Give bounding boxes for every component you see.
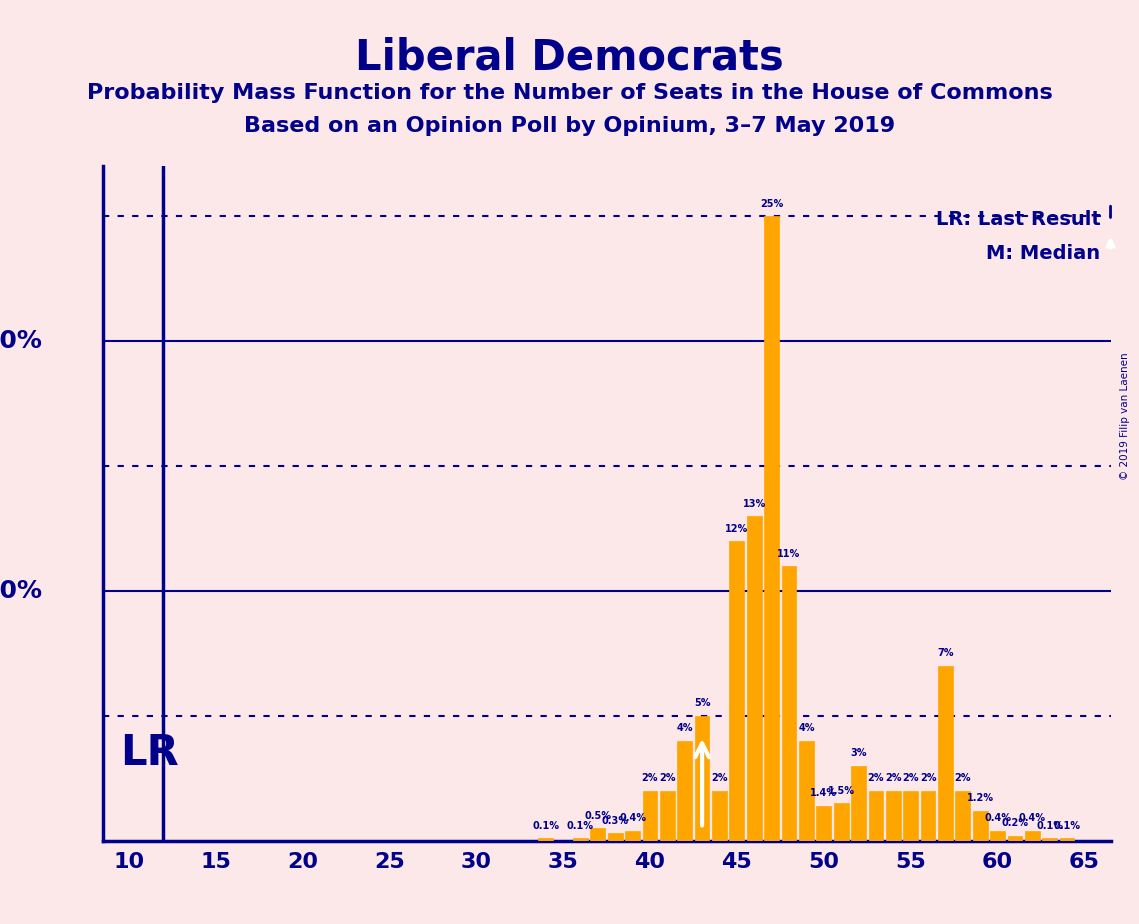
- Bar: [678, 741, 693, 841]
- Text: LR: Last Result: LR: Last Result: [936, 210, 1100, 229]
- Text: 2%: 2%: [659, 773, 675, 784]
- Bar: [956, 791, 970, 841]
- Text: 2%: 2%: [920, 773, 936, 784]
- Bar: [939, 666, 953, 841]
- Text: 0.4%: 0.4%: [1018, 813, 1046, 823]
- Text: 4%: 4%: [798, 723, 814, 734]
- Text: 0.5%: 0.5%: [584, 811, 612, 821]
- Text: M: Median: M: Median: [986, 244, 1100, 263]
- Text: 0.1%: 0.1%: [1036, 821, 1063, 831]
- Bar: [973, 811, 988, 841]
- Bar: [1059, 838, 1074, 841]
- Text: © 2019 Filip van Laenen: © 2019 Filip van Laenen: [1121, 352, 1130, 480]
- Text: 4%: 4%: [677, 723, 693, 734]
- Bar: [764, 216, 779, 841]
- Text: 10%: 10%: [0, 579, 42, 603]
- Bar: [642, 791, 657, 841]
- Bar: [1042, 838, 1057, 841]
- Bar: [869, 791, 883, 841]
- Bar: [817, 806, 831, 841]
- Bar: [659, 791, 674, 841]
- Text: 13%: 13%: [743, 499, 765, 508]
- Text: 2%: 2%: [641, 773, 658, 784]
- Bar: [712, 791, 727, 841]
- Text: 1.4%: 1.4%: [810, 788, 837, 798]
- Text: 2%: 2%: [885, 773, 902, 784]
- Text: 0.1%: 0.1%: [532, 821, 559, 831]
- Bar: [695, 716, 710, 841]
- Text: 1.2%: 1.2%: [967, 794, 993, 803]
- Text: 0.1%: 0.1%: [567, 821, 593, 831]
- Bar: [539, 838, 554, 841]
- Text: Liberal Democrats: Liberal Democrats: [355, 37, 784, 79]
- Text: 0.2%: 0.2%: [1001, 819, 1029, 828]
- Text: 0.1%: 0.1%: [1054, 821, 1081, 831]
- Bar: [1008, 836, 1023, 841]
- Text: 12%: 12%: [726, 524, 748, 533]
- Text: 2%: 2%: [711, 773, 728, 784]
- Bar: [798, 741, 813, 841]
- Bar: [747, 517, 762, 841]
- Bar: [886, 791, 901, 841]
- Text: 0.4%: 0.4%: [984, 813, 1011, 823]
- Bar: [590, 828, 605, 841]
- Text: LR: LR: [120, 733, 179, 774]
- Bar: [729, 541, 744, 841]
- Text: 1.5%: 1.5%: [828, 786, 854, 796]
- Bar: [903, 791, 918, 841]
- Text: 20%: 20%: [0, 329, 42, 353]
- Text: 11%: 11%: [778, 549, 801, 558]
- Text: 2%: 2%: [954, 773, 972, 784]
- Text: 0.3%: 0.3%: [601, 816, 629, 826]
- Bar: [781, 566, 796, 841]
- Text: 0.4%: 0.4%: [620, 813, 646, 823]
- Bar: [625, 831, 640, 841]
- Text: 3%: 3%: [851, 748, 867, 759]
- Bar: [608, 833, 623, 841]
- Text: 25%: 25%: [760, 199, 784, 209]
- Bar: [573, 838, 588, 841]
- Bar: [851, 766, 866, 841]
- Text: 5%: 5%: [694, 699, 711, 709]
- Bar: [920, 791, 935, 841]
- Text: Based on an Opinion Poll by Opinium, 3–7 May 2019: Based on an Opinion Poll by Opinium, 3–7…: [244, 116, 895, 136]
- Text: 2%: 2%: [868, 773, 884, 784]
- Bar: [1025, 831, 1040, 841]
- Text: Probability Mass Function for the Number of Seats in the House of Commons: Probability Mass Function for the Number…: [87, 83, 1052, 103]
- Text: 2%: 2%: [902, 773, 919, 784]
- Bar: [834, 803, 849, 841]
- Text: 7%: 7%: [937, 649, 953, 659]
- Bar: [990, 831, 1005, 841]
